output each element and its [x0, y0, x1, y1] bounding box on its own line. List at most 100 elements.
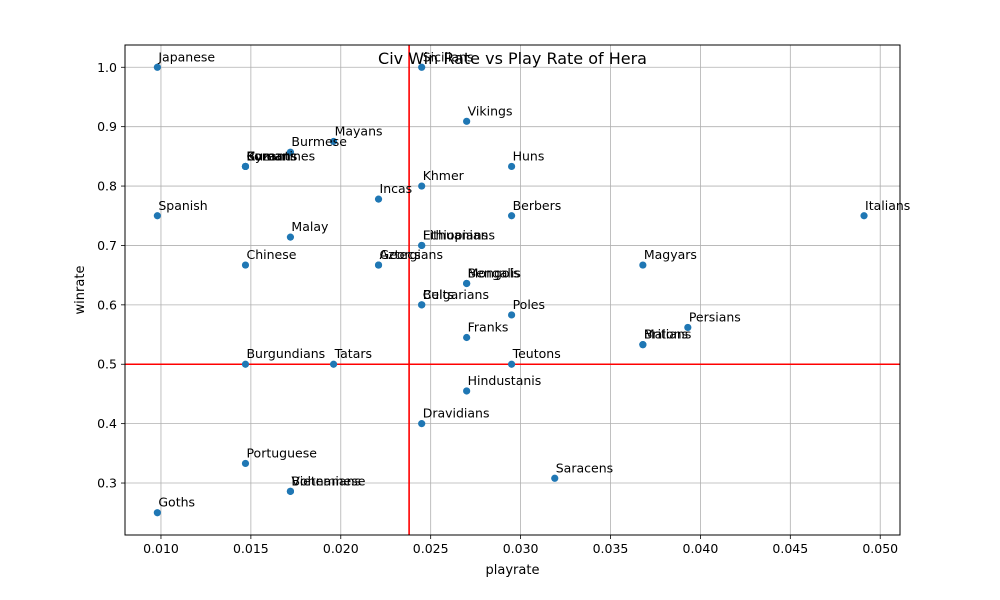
- data-point: [241, 261, 250, 269]
- x-tick-label: 0.025: [413, 541, 449, 556]
- point-label: Byzantines: [246, 148, 315, 163]
- data-point: [463, 117, 471, 125]
- y-axis-title: winrate: [73, 266, 88, 315]
- point-labels: Japanese Sicilians Vikings MayansBurmeseKor…: [157, 49, 910, 509]
- point-label: Persians: [689, 309, 741, 324]
- data-point: [639, 341, 647, 349]
- y-tick-label: 1.0: [97, 60, 117, 75]
- x-axis-title: playrate: [486, 563, 540, 578]
- y-tick-label: 0.4: [97, 416, 117, 431]
- data-point: [241, 162, 250, 171]
- data-point: [286, 233, 295, 241]
- x-tick-label: 0.040: [683, 541, 719, 556]
- x-axis-ticks: 0.010 0.015 0.020 0.025 0.030 0.035 0.040 0.045…: [143, 535, 898, 556]
- point-label: Bulgarians: [423, 287, 489, 302]
- point-label: Incas: [380, 181, 413, 196]
- data-point: [418, 241, 426, 250]
- point-label: Teutons: [512, 346, 561, 361]
- point-label: Tatars: [334, 346, 372, 361]
- y-tick-label: 0.9: [97, 119, 117, 134]
- point-label: Chinese: [246, 247, 296, 262]
- point-label: Vietnamese: [291, 473, 365, 488]
- x-tick-label: 0.030: [503, 541, 539, 556]
- y-tick-label: 0.6: [97, 297, 117, 312]
- data-point: [418, 182, 426, 190]
- point-label: Huns: [513, 148, 545, 163]
- point-label: Poles: [513, 297, 545, 312]
- data-point: [639, 261, 647, 269]
- point-label: Sicilians: [423, 49, 474, 64]
- data-point: [286, 148, 295, 156]
- point-label: Georgians: [380, 247, 443, 262]
- data-point: [153, 212, 161, 220]
- point-label: Vikings: [468, 103, 513, 118]
- x-tick-label: 0.050: [862, 541, 898, 556]
- data-points: [153, 63, 868, 517]
- y-tick-label: 0.7: [97, 238, 117, 253]
- data-point: [329, 137, 338, 146]
- point-label: Goths: [158, 495, 195, 510]
- point-label: Franks: [468, 320, 509, 335]
- data-point: [463, 387, 471, 395]
- data-point: [508, 162, 516, 171]
- data-point: [508, 212, 516, 220]
- x-tick-label: 0.045: [772, 541, 808, 556]
- data-point: [463, 279, 471, 288]
- point-label: Bengalis: [468, 265, 521, 280]
- reference-lines: [125, 45, 900, 535]
- data-point: [418, 63, 426, 71]
- point-label: Romans: [246, 148, 296, 163]
- plot-frame: [124, 44, 901, 536]
- point-label: Berbers: [513, 198, 562, 213]
- x-tick-label: 0.015: [233, 541, 269, 556]
- data-point: [374, 195, 383, 203]
- data-point: [153, 509, 161, 517]
- point-label: Ethiopians: [423, 227, 488, 242]
- point-label: Khmer: [423, 168, 465, 183]
- y-tick-label: 0.5: [97, 357, 117, 372]
- point-label: Italians: [865, 198, 910, 213]
- data-point: [508, 311, 516, 319]
- point-label: Cumans: [246, 148, 297, 163]
- point-label: Koreans: [246, 148, 296, 163]
- data-point: [860, 212, 868, 220]
- point-label: Malians: [644, 327, 692, 342]
- point-label: Britons: [644, 327, 688, 342]
- data-point: [684, 323, 692, 332]
- point-label: Magyars: [644, 247, 697, 262]
- point-label: Mongols: [468, 265, 520, 280]
- data-point: [508, 360, 516, 368]
- point-label: Burgundians: [246, 346, 325, 361]
- x-tick-label: 0.010: [143, 541, 179, 556]
- point-label: Spanish: [158, 198, 207, 213]
- point-label: Celts: [423, 287, 454, 302]
- y-axis-ticks: 0.3 0.4 0.5 0.6 0.7 0.8 0.9 1.0: [97, 60, 125, 491]
- point-label: Mayans: [335, 124, 383, 139]
- data-point: [463, 333, 471, 342]
- point-label: Hindustanis: [468, 373, 542, 388]
- point-label: Bohemians: [291, 473, 361, 488]
- point-label: Burmese: [291, 134, 347, 149]
- data-point: [286, 487, 295, 495]
- point-label: Saracens: [556, 460, 613, 475]
- data-point: [418, 420, 426, 428]
- x-tick-label: 0.020: [323, 541, 359, 556]
- point-label: Aztecs: [380, 247, 421, 262]
- y-tick-label: 0.3: [97, 476, 117, 491]
- point-label: Lithuanians: [423, 227, 495, 242]
- data-point: [153, 63, 161, 71]
- chart-title: Civ Win Rate vs Play Rate of Hera: [378, 49, 647, 68]
- data-point: [241, 459, 250, 468]
- point-label: Dravidians: [423, 406, 490, 421]
- data-point: [241, 360, 250, 368]
- point-label: Portuguese: [246, 445, 317, 460]
- data-point: [551, 474, 559, 482]
- data-point: [418, 301, 426, 309]
- y-tick-label: 0.8: [97, 179, 117, 194]
- data-point: [329, 360, 338, 368]
- x-tick-label: 0.035: [593, 541, 629, 556]
- point-label: Malay: [291, 219, 329, 234]
- data-point: [374, 261, 383, 269]
- point-label: Japanese: [157, 49, 215, 64]
